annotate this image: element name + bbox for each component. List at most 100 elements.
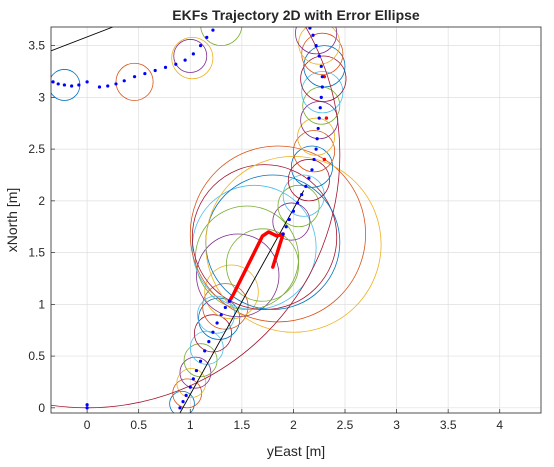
blue-point	[300, 193, 304, 197]
error-ellipse	[189, 145, 367, 323]
x-tick-label: 4	[496, 418, 503, 432]
blue-point	[320, 75, 324, 79]
error-ellipse	[282, 174, 325, 217]
x-axis-label: yEast [m]	[267, 443, 325, 459]
blue-point	[188, 385, 192, 389]
blue-point	[70, 84, 74, 88]
plot-area	[51, 27, 541, 413]
x-tick-label: 0	[84, 418, 91, 432]
x-tick-label: 3	[393, 418, 400, 432]
blue-point	[153, 68, 157, 73]
blue-point	[310, 168, 314, 172]
error-ellipse	[204, 264, 259, 320]
plot-content	[51, 27, 382, 413]
blue-point	[183, 58, 187, 62]
error-ellipse	[198, 297, 241, 340]
blue-point	[215, 321, 219, 325]
blue-point	[56, 82, 60, 86]
error-ellipse	[303, 45, 346, 88]
x-tick-label: 3.5	[440, 418, 457, 432]
blue-point	[317, 116, 321, 120]
blue-point	[85, 80, 89, 84]
error-ellipse	[193, 314, 232, 353]
error-ellipse	[293, 130, 336, 173]
y-tick-label: 2	[38, 194, 45, 208]
error-ellipse	[295, 27, 338, 55]
error-ellipse	[277, 184, 320, 228]
error-ellipse	[200, 27, 243, 47]
blue-point	[320, 85, 324, 89]
blue-point	[307, 176, 311, 180]
y-ticks: 0 0.5 1 1.5 2 2.5 3 3.5	[28, 39, 55, 415]
red-point	[322, 157, 327, 162]
reference-lines	[51, 27, 305, 413]
error-ellipse	[176, 368, 207, 398]
error-ellipse	[290, 145, 334, 188]
blue-point	[191, 52, 195, 56]
blue-point	[311, 33, 315, 37]
y-axis-label: xNorth [m]	[4, 188, 20, 253]
blue-point	[51, 80, 55, 84]
red-point	[324, 116, 329, 120]
x-ticks: 0 0.5 1 1.5 2 2.5 3 3.5 4	[84, 409, 503, 432]
blue-point	[114, 82, 118, 86]
plot-frame	[50, 26, 542, 414]
blue-points	[51, 27, 324, 410]
blue-point	[308, 27, 312, 30]
blue-point	[198, 44, 203, 48]
blue-point	[315, 137, 319, 141]
error-ellipse	[287, 159, 330, 202]
y-tick-label: 3.5	[28, 39, 45, 53]
blue-point	[291, 209, 296, 213]
error-ellipse	[297, 117, 336, 156]
blue-point	[319, 95, 323, 99]
blue-point	[207, 339, 211, 344]
x-tick-label: 1	[187, 418, 194, 432]
blue-point	[317, 54, 321, 58]
red-points	[227, 74, 329, 303]
blue-point	[85, 403, 89, 407]
blue-point	[143, 71, 147, 76]
blue-point	[77, 83, 81, 87]
blue-point	[304, 184, 308, 188]
blue-point	[281, 232, 285, 236]
y-tick-label: 0	[38, 401, 45, 415]
blue-point	[181, 400, 185, 404]
grid	[51, 27, 541, 413]
error-ellipse	[173, 39, 208, 73]
blue-point	[318, 106, 322, 110]
red-point	[271, 265, 275, 269]
blue-point	[191, 377, 195, 381]
error-ellipse	[272, 202, 311, 241]
error-ellipse	[196, 233, 280, 318]
blue-point	[211, 28, 215, 32]
blue-point	[295, 201, 300, 205]
y-tick-label: 0.5	[28, 349, 45, 363]
blue-point	[85, 406, 89, 410]
blue-point	[198, 359, 203, 363]
y-tick-label: 2.5	[28, 142, 45, 156]
blue-point	[122, 79, 126, 83]
blue-point	[316, 126, 320, 131]
blue-point	[223, 305, 227, 310]
blue-point	[287, 217, 291, 222]
error-ellipse	[171, 36, 214, 80]
blue-point	[314, 147, 318, 151]
x-tick-label: 2.5	[337, 418, 354, 432]
error-ellipse	[202, 283, 249, 330]
blue-point	[219, 313, 223, 317]
blue-point	[97, 85, 102, 89]
error-ellipse	[225, 228, 299, 302]
error-ellipse	[205, 155, 382, 333]
blue-point	[178, 406, 182, 410]
error-ellipse	[191, 164, 338, 310]
reference-line	[51, 27, 114, 52]
blue-point	[132, 75, 137, 79]
blue-point	[184, 393, 188, 398]
blue-point	[227, 299, 232, 303]
blue-point	[211, 330, 215, 334]
blue-point	[62, 83, 67, 87]
blue-point	[314, 44, 318, 48]
x-tick-label: 1.5	[233, 418, 250, 432]
